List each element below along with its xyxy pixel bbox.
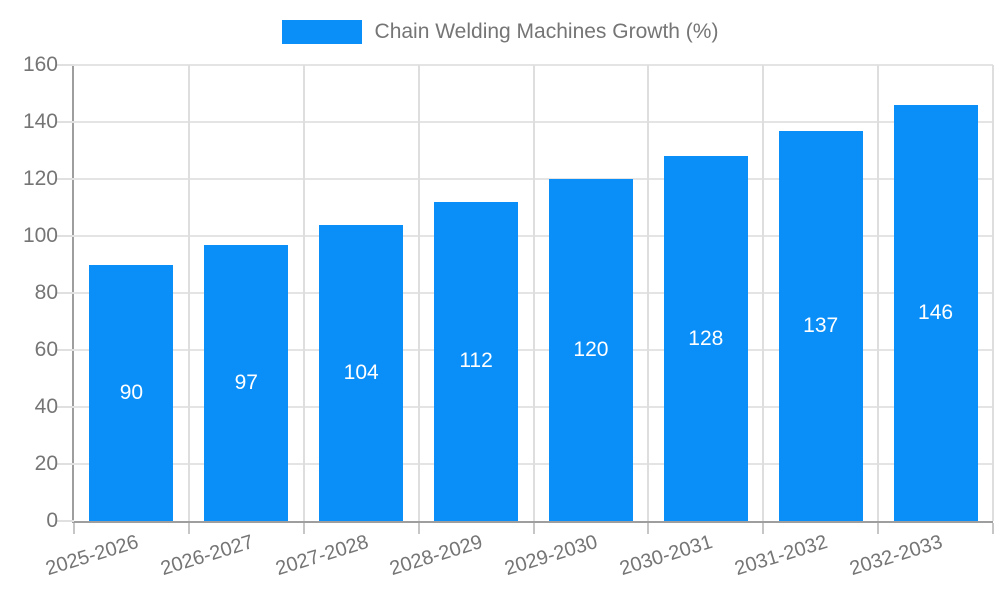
x-axis-tick <box>877 523 880 534</box>
bar-2026-2027[interactable]: 97 <box>204 244 289 521</box>
bar-2032-2033[interactable]: 146 <box>893 104 978 521</box>
bar-value-label: 90 <box>119 380 144 404</box>
gridline-vertical <box>762 65 765 521</box>
bar-value-label: 97 <box>234 370 258 394</box>
y-axis-tick-label: 60 <box>34 338 58 361</box>
gridline-vertical <box>992 65 994 521</box>
x-axis-tick <box>302 523 305 534</box>
y-axis-tick-label: 40 <box>34 395 58 418</box>
y-axis-tick-label: 120 <box>22 167 58 190</box>
x-axis-tick <box>532 523 535 534</box>
y-axis-tick <box>56 349 74 351</box>
x-axis-category-label: 2031-2032 <box>732 531 831 581</box>
bar-value-label: 128 <box>688 326 724 350</box>
x-axis-tick <box>417 523 420 534</box>
y-axis-tick-label: 140 <box>22 110 58 133</box>
y-axis-tick <box>56 235 74 237</box>
y-axis-tick <box>56 64 74 66</box>
gridline-vertical <box>302 65 305 521</box>
x-axis-category-label: 2028-2029 <box>387 531 486 581</box>
bar-value-label: 137 <box>803 313 839 337</box>
bar-value-label: 104 <box>343 360 379 384</box>
y-axis-tick-label: 160 <box>22 53 58 76</box>
x-axis-tick <box>762 523 765 534</box>
bar-2030-2031[interactable]: 128 <box>663 156 748 521</box>
bar-value-label: 120 <box>573 338 609 361</box>
y-axis-tick-label: 0 <box>46 509 58 532</box>
bar-value-label: 146 <box>918 300 954 324</box>
y-axis-tick <box>56 406 74 408</box>
x-axis-category-label: 2030-2031 <box>617 531 716 581</box>
x-axis-tick <box>73 523 75 534</box>
bar-2029-2030[interactable]: 120 <box>548 179 633 521</box>
gridline-vertical <box>417 65 420 521</box>
x-axis-tick <box>187 523 190 534</box>
y-axis-tick <box>56 463 74 465</box>
x-axis-category-label: 2029-2030 <box>502 531 601 581</box>
y-axis-tick <box>56 121 74 123</box>
gridline-vertical <box>877 65 880 521</box>
x-axis-category-label: 2032-2033 <box>847 531 945 581</box>
x-axis-category-label: 2027-2028 <box>272 531 371 581</box>
bar-2027-2028[interactable]: 104 <box>319 224 404 521</box>
gridline-vertical <box>647 65 650 521</box>
legend-label: Chain Welding Machines Growth (%) <box>374 20 719 43</box>
gridline-vertical <box>532 65 535 521</box>
y-axis-tick-label: 80 <box>34 281 58 304</box>
y-axis-line <box>72 65 74 523</box>
x-axis-category-label: 2025-2026 <box>42 531 141 581</box>
y-axis-tick-label: 20 <box>34 452 58 475</box>
y-axis-tick <box>56 178 74 180</box>
plot-area: 90 97 104 112 120 128 137 146 <box>74 64 994 521</box>
x-axis-category-label: 2026-2027 <box>157 531 256 581</box>
legend[interactable]: Chain Welding Machines Growth (%) <box>0 16 1000 48</box>
x-axis-line <box>72 521 993 523</box>
bar-value-label: 112 <box>459 349 493 373</box>
gridline-vertical <box>187 65 190 521</box>
x-axis-tick <box>647 523 650 534</box>
y-axis-tick <box>56 520 74 522</box>
legend-swatch[interactable] <box>281 20 362 44</box>
y-axis-tick <box>56 292 74 294</box>
y-axis-tick-label: 100 <box>22 224 58 247</box>
x-axis-tick <box>992 523 994 534</box>
bar-2025-2026[interactable]: 90 <box>89 264 174 521</box>
bar-2028-2029[interactable]: 112 <box>434 201 519 521</box>
bar-2031-2032[interactable]: 137 <box>778 130 863 521</box>
